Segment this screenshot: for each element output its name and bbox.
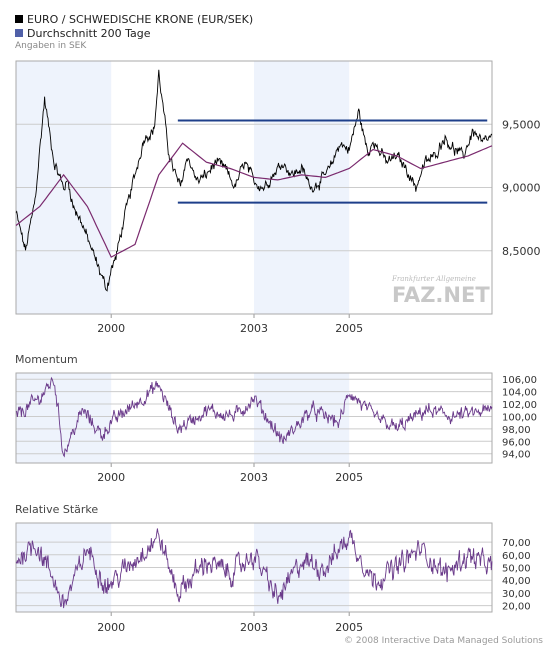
price-y-tick-label: 9,0000	[502, 182, 541, 195]
price-y-tick-label: 9,5000	[502, 118, 541, 131]
rsi-y-tick-label: 30,00	[502, 589, 531, 600]
units-note: Angaben in SEK	[15, 41, 87, 51]
rsi-y-tick-label: 60,00	[502, 551, 531, 562]
momentum-y-tick-label: 96,00	[502, 437, 531, 448]
rsi-y-tick-label: 70,00	[502, 538, 531, 549]
legend-swatch-price	[15, 15, 23, 23]
legend-label-ma: Durchschnitt 200 Tage	[27, 27, 151, 40]
momentum-y-tick-label: 100,00	[502, 412, 537, 423]
rsi-series-line	[15, 528, 493, 609]
momentum-y-tick-label: 98,00	[502, 425, 531, 436]
legend-item-ma: Durchschnitt 200 Tage	[15, 27, 151, 40]
rsi-x-tick-label: 2000	[97, 621, 125, 634]
copyright-text: © 2008 Interactive Data Managed Solution…	[344, 636, 543, 646]
momentum-series-line	[15, 376, 493, 458]
legend-label-price: EURO / SCHWEDISCHE KRONE (EUR/SEK)	[27, 13, 254, 26]
price-y-tick-label: 8,5000	[502, 245, 541, 258]
rsi-frame	[15, 522, 493, 613]
rsi-y-tick-label: 20,00	[502, 602, 531, 613]
momentum-x-tick-label: 2003	[240, 471, 268, 484]
momentum-y-tick-label: 104,00	[502, 388, 537, 399]
price-series-line	[15, 69, 493, 292]
price-panel: 8,5000 9,0000 9,5000 2000 2003 2005	[15, 60, 541, 335]
legend-swatch-ma	[15, 29, 23, 37]
rsi-y-tick-label: 40,00	[502, 576, 531, 587]
price-x-tick-label: 2003	[240, 322, 268, 335]
rsi-x-tick-label: 2005	[335, 621, 363, 634]
legend-item-price: EURO / SCHWEDISCHE KRONE (EUR/SEK)	[15, 13, 253, 26]
momentum-frame	[15, 372, 493, 464]
price-x-tick-label: 2005	[335, 322, 363, 335]
price-frame	[15, 60, 493, 315]
price-series-line	[15, 142, 493, 258]
momentum-x-tick-label: 2000	[97, 471, 125, 484]
momentum-y-tick-label: 94,00	[502, 450, 531, 461]
momentum-y-tick-label: 102,00	[502, 400, 537, 411]
rsi-title: Relative Stärke	[15, 503, 99, 516]
momentum-shaded-band	[16, 373, 112, 463]
watermark-logo: FAZ.NET	[392, 283, 490, 307]
watermark-masthead: Frankfurter Allgemeine	[391, 275, 476, 283]
price-x-tick-label: 2000	[97, 322, 125, 335]
momentum-y-tick-label: 106,00	[502, 375, 537, 386]
momentum-title: Momentum	[15, 353, 78, 366]
rsi-x-tick-label: 2003	[240, 621, 268, 634]
momentum-x-tick-label: 2005	[335, 471, 363, 484]
rsi-y-tick-label: 50,00	[502, 564, 531, 575]
